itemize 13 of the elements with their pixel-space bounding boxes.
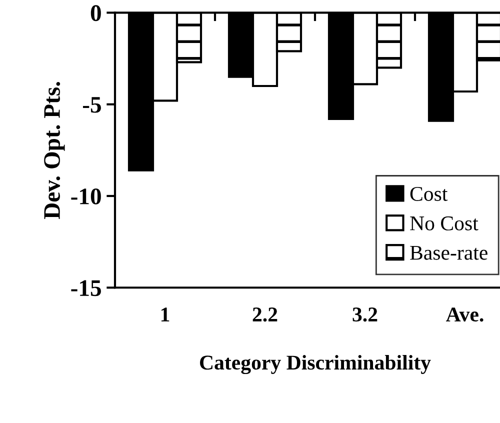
y-tick-label: -5 [83, 97, 101, 113]
x-tick-label: 3.2 [352, 308, 378, 322]
legend-label: Cost [410, 186, 448, 201]
y-axis-title: Dev. Opt. Pts. [44, 82, 65, 219]
y-tick-label: -15 [71, 280, 101, 296]
x-tick-label: 2.2 [252, 308, 278, 322]
x-axis-title: Category Discriminability [200, 355, 431, 374]
y-tick-label: -10 [71, 188, 101, 204]
y-tick-label: 0 [90, 5, 101, 22]
x-tick-label: Ave. [446, 308, 484, 322]
legend-label: Base-rate [410, 246, 488, 260]
x-tick-label: 1 [161, 308, 170, 322]
legend-label: No Cost [410, 216, 478, 230]
